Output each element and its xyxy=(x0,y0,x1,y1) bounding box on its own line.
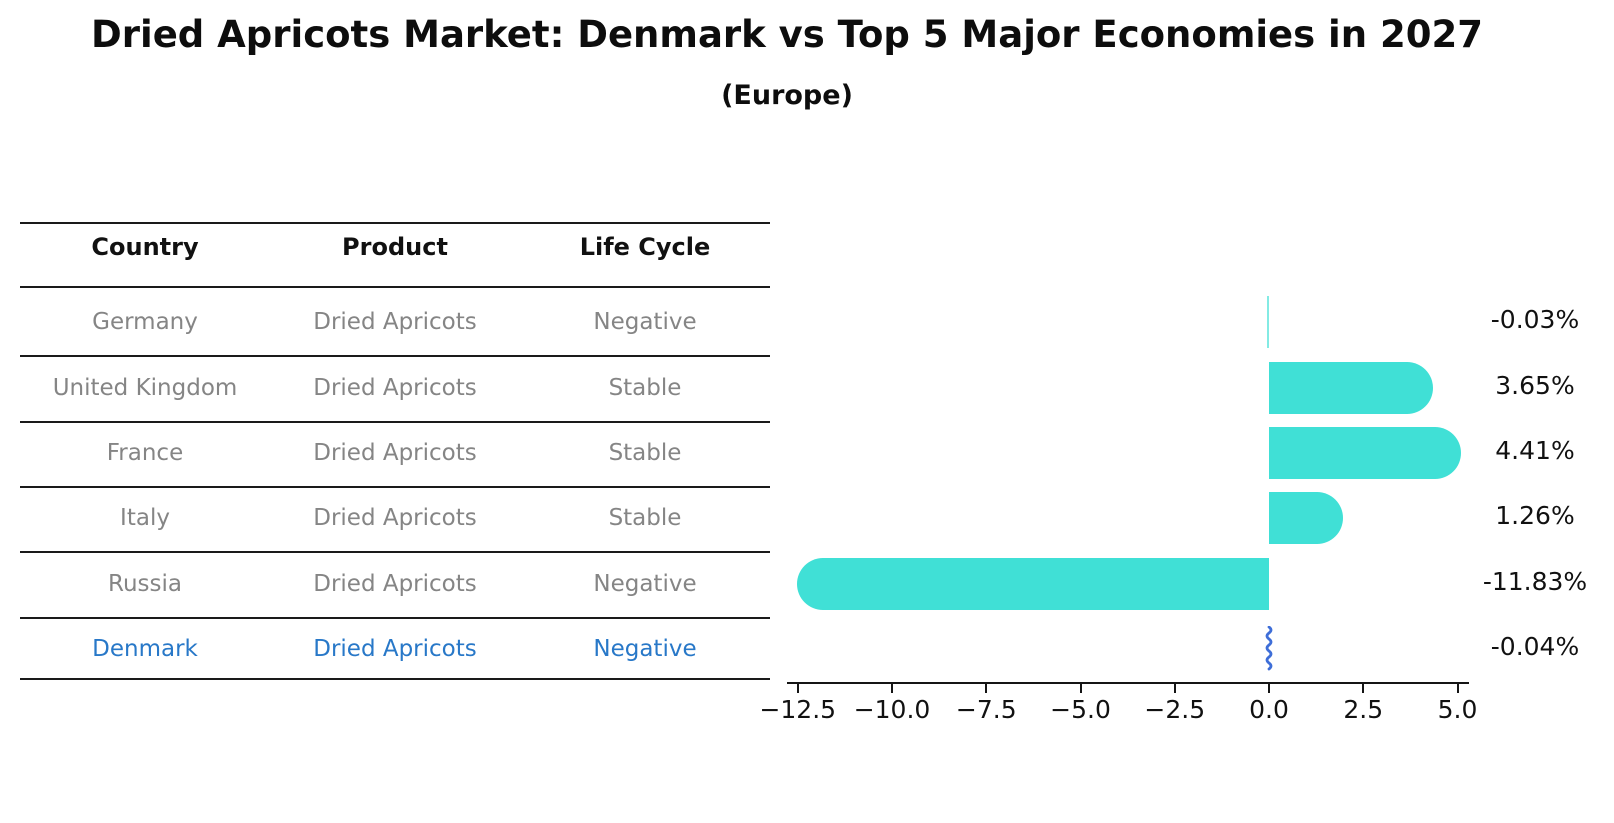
bar-italy xyxy=(1269,492,1343,544)
table-row: Russia Dried Apricots Negative xyxy=(20,552,770,616)
table-row: Denmark Dried Apricots Negative xyxy=(20,617,770,681)
bar-germany xyxy=(1266,296,1269,348)
table-row: France Dried Apricots Stable xyxy=(20,421,770,485)
value-label: -0.04% xyxy=(1490,632,1580,661)
x-axis-tick xyxy=(1173,684,1176,693)
table-cell-country: Denmark xyxy=(92,636,198,662)
value-label: -11.83% xyxy=(1482,567,1588,596)
table-rule xyxy=(20,486,770,488)
bar-france xyxy=(1269,427,1462,479)
x-axis-tick-label: −2.5 xyxy=(1144,695,1206,724)
table-cell-product: Dried Apricots xyxy=(313,440,477,466)
x-axis-tick-label: −10.0 xyxy=(853,695,931,724)
squiggle-icon xyxy=(1265,625,1273,671)
table-cell-country: France xyxy=(106,440,184,466)
x-axis-tick-label: 0.0 xyxy=(1249,695,1289,724)
x-axis-tick-label: −5.0 xyxy=(1050,695,1111,724)
x-axis-spine xyxy=(787,682,1469,684)
value-label: 1.26% xyxy=(1495,501,1575,530)
value-label: -0.03% xyxy=(1490,305,1580,334)
table-cell-life-cycle: Stable xyxy=(608,505,682,531)
table-cell-product: Dried Apricots xyxy=(313,636,477,662)
table-cell-product: Dried Apricots xyxy=(313,309,477,335)
table-rule xyxy=(20,355,770,357)
table-cell-country: Russia xyxy=(108,571,182,597)
table-cell-country: Italy xyxy=(120,505,170,531)
bar-united-kingdom xyxy=(1269,362,1433,414)
value-label: 4.41% xyxy=(1495,436,1575,465)
x-axis-tick xyxy=(796,684,799,693)
chart-subtitle: (Europe) xyxy=(721,80,853,111)
table-rule xyxy=(20,617,770,619)
x-axis-tick xyxy=(891,684,893,693)
table-cell-product: Dried Apricots xyxy=(313,571,477,597)
x-axis-tick-label: −7.5 xyxy=(955,695,1017,724)
table-row: Germany Dried Apricots Negative xyxy=(20,290,770,354)
table-cell-life-cycle: Negative xyxy=(593,309,697,335)
chart-title: Dried Apricots Market: Denmark vs Top 5 … xyxy=(91,13,1483,56)
table-rule xyxy=(20,286,770,288)
x-axis-tick-label: 2.5 xyxy=(1343,695,1384,724)
table-rule xyxy=(20,678,770,680)
x-axis-tick-label: −12.5 xyxy=(759,695,837,724)
value-label: 3.65% xyxy=(1495,371,1575,400)
table-rule xyxy=(20,222,770,224)
table-cell-country: Germany xyxy=(92,309,198,335)
table-rule xyxy=(20,421,770,423)
table-row: United Kingdom Dried Apricots Stable xyxy=(20,356,770,420)
x-axis-tick xyxy=(1268,684,1270,693)
table-cell-product: Dried Apricots xyxy=(313,375,477,401)
table-header-life-cycle: Life Cycle xyxy=(579,233,711,261)
table-header-product: Product xyxy=(342,233,448,261)
x-axis-tick xyxy=(1362,684,1365,693)
table-cell-life-cycle: Stable xyxy=(608,440,682,466)
table-cell-life-cycle: Stable xyxy=(608,375,682,401)
x-axis-tick-label: 5.0 xyxy=(1437,695,1478,724)
table-cell-country: United Kingdom xyxy=(52,375,238,401)
table-header-row: Country Product Life Cycle xyxy=(20,215,770,279)
table-cell-product: Dried Apricots xyxy=(313,505,477,531)
table-cell-life-cycle: Negative xyxy=(593,636,697,662)
table-row: Italy Dried Apricots Stable xyxy=(20,486,770,550)
table-header-country: Country xyxy=(91,233,199,261)
x-axis-tick xyxy=(1079,684,1082,693)
table-rule xyxy=(20,551,770,553)
x-axis-tick xyxy=(985,684,988,693)
denmark-squiggle-marker xyxy=(1263,625,1275,672)
x-axis-tick xyxy=(1456,684,1459,693)
table-cell-life-cycle: Negative xyxy=(593,571,697,597)
bar-russia xyxy=(797,558,1269,610)
